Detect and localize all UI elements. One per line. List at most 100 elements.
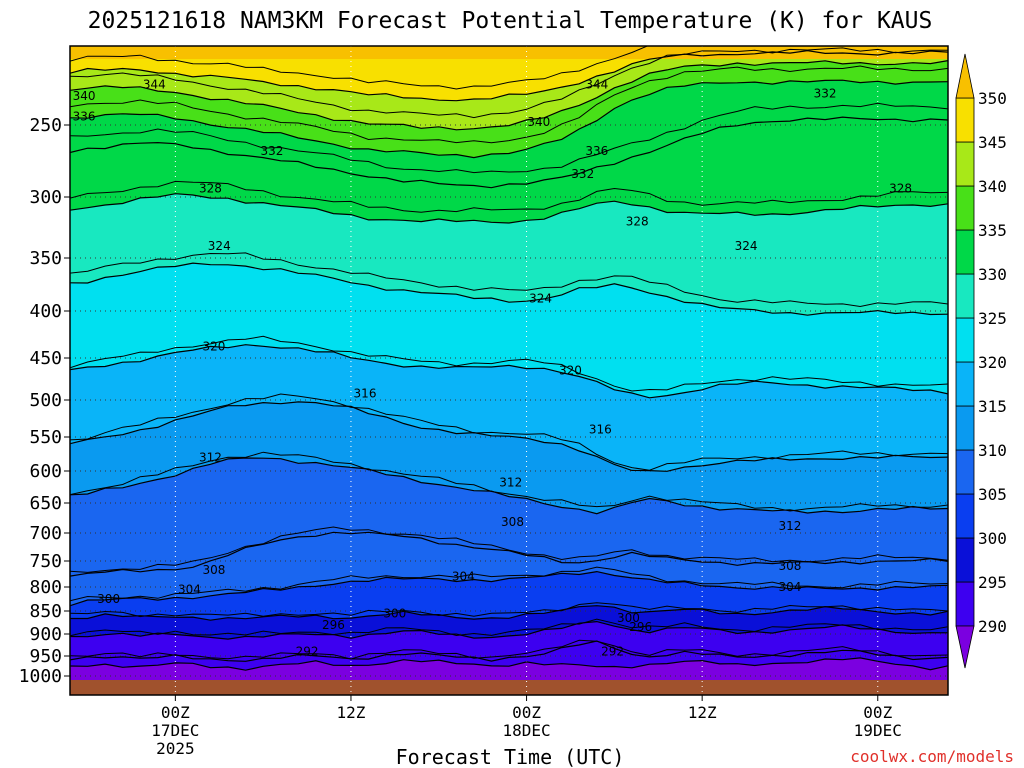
y-tick-label: 700 [29, 523, 62, 544]
y-tick-label: 800 [29, 577, 62, 598]
contour-labels: 340 344 336 340 344 332 332 336 332 328 328 328 324 3… [73, 78, 912, 659]
contour-label: 316 [354, 386, 377, 400]
colorbar-swatch-330 [955, 229, 975, 275]
y-tick-label: 550 [29, 427, 62, 448]
contour-label: 312 [199, 450, 222, 464]
contour-label: 340 [527, 115, 550, 129]
colorbar-label: 290 [978, 617, 1007, 636]
isentrope-332 [70, 116, 948, 189]
x-tick-year: 2025 [156, 739, 195, 758]
y-tick-label: 350 [29, 248, 62, 269]
contour-label: 304 [178, 582, 201, 596]
contour-label: 304 [452, 570, 475, 584]
x-tick-label: 00Z [863, 703, 892, 722]
chart-title: 2025121618 NAM3KM Forecast Potential Tem… [88, 8, 933, 34]
grid-lines [70, 46, 948, 695]
contour-label: 308 [501, 515, 524, 529]
isentrope-310 [70, 526, 948, 573]
colorbar-label: 295 [978, 573, 1007, 592]
y-tick-label: 250 [29, 115, 62, 136]
isentrope-294 [70, 639, 948, 660]
colorbar-label: 335 [978, 221, 1007, 240]
colorbar-swatch-345 [955, 97, 975, 143]
credit-link[interactable]: coolwx.com/models [850, 747, 1014, 766]
colorbar-label: 300 [978, 529, 1007, 548]
colorbar-high-arrow [955, 53, 975, 99]
x-axis-title: Forecast Time (UTC) [396, 745, 625, 768]
plot-frame [69, 45, 949, 696]
contour-label: 344 [585, 78, 608, 92]
isentrope-324 [70, 262, 948, 316]
colorbar-swatch-315 [955, 361, 975, 407]
colorbar-swatch-300 [955, 493, 975, 539]
contour-label: 328 [199, 181, 222, 195]
colorbar-swatch-295 [955, 537, 975, 583]
contour-label: 312 [499, 476, 522, 490]
contour-label: 328 [626, 214, 649, 228]
y-tick-label: 650 [29, 493, 62, 514]
colorbar-label: 345 [978, 133, 1007, 152]
y-tick-label: 500 [29, 390, 62, 411]
colorbar-swatch-290 [955, 581, 975, 627]
contour-label: 324 [208, 239, 231, 253]
x-tick-label: 00Z [512, 703, 541, 722]
ground-layer [70, 680, 948, 695]
x-tick-label: 00Z [161, 703, 190, 722]
colorbar-swatch-335 [955, 185, 975, 231]
contour-label: 316 [589, 423, 612, 437]
x-tick-date: 19DEC [854, 721, 902, 740]
ground-fill [70, 680, 948, 695]
y-tick-label: 300 [29, 187, 62, 208]
x-tick-date: 17DEC [151, 721, 199, 740]
colorbar-label: 315 [978, 397, 1007, 416]
contour-label: 340 [73, 89, 96, 103]
isentrope-318 [70, 393, 948, 471]
isentrope-lines [70, 46, 948, 671]
contour-label: 308 [779, 559, 802, 573]
isentrope-334 [70, 102, 948, 174]
contour-label: 308 [203, 563, 226, 577]
isentrope-320 [70, 344, 948, 399]
y-tick-label: 900 [29, 624, 62, 645]
contour-label: 336 [73, 109, 96, 123]
contour-label: 324 [529, 291, 552, 305]
filled-contour-bands [70, 46, 948, 695]
isentrope-322 [70, 335, 948, 392]
y-axis: 2503003504004505005506006507007508008509… [19, 115, 70, 687]
isentrope-300 [70, 605, 948, 621]
contour-label: 324 [735, 239, 758, 253]
isentrope-290 [70, 657, 948, 671]
isentrope-338 [70, 65, 948, 144]
contour-label: 332 [814, 86, 837, 100]
y-tick-label: 1000 [19, 666, 62, 687]
x-tick-label: 12Z [688, 703, 717, 722]
band-above-344 [70, 46, 948, 101]
isentrope-346 [70, 46, 649, 90]
colorbar-label: 330 [978, 265, 1007, 284]
x-tick-label: 12Z [337, 703, 366, 722]
contour-label: 328 [889, 181, 912, 195]
isentrope-298 [70, 618, 948, 637]
colorbar-label: 350 [978, 89, 1007, 108]
isentrope-292 [70, 640, 948, 662]
plot-area: 340 344 336 340 344 332 332 336 332 328 328 328 324 3… [70, 46, 948, 695]
y-tick-label: 400 [29, 301, 62, 322]
contour-label: 312 [779, 519, 802, 533]
contour-label: 336 [585, 144, 608, 158]
colorbar-label: 340 [978, 177, 1007, 196]
y-tick-label: 600 [29, 461, 62, 482]
isentrope-330 [70, 180, 948, 213]
isentrope-314 [70, 451, 948, 512]
contour-label: 300 [383, 606, 406, 620]
colorbar-low-arrow [955, 625, 975, 669]
contour-label: 320 [203, 340, 226, 354]
colorbar-swatch-320 [955, 317, 975, 363]
colorbar: 290 295 300 305 310 315 320 325 330 335 340 345 350 [955, 53, 1007, 669]
colorbar-label: 305 [978, 485, 1007, 504]
contour-label: 300 [617, 611, 640, 625]
colorbar-swatch-325 [955, 273, 975, 319]
contour-label: 292 [601, 645, 624, 659]
band-top [70, 46, 948, 59]
